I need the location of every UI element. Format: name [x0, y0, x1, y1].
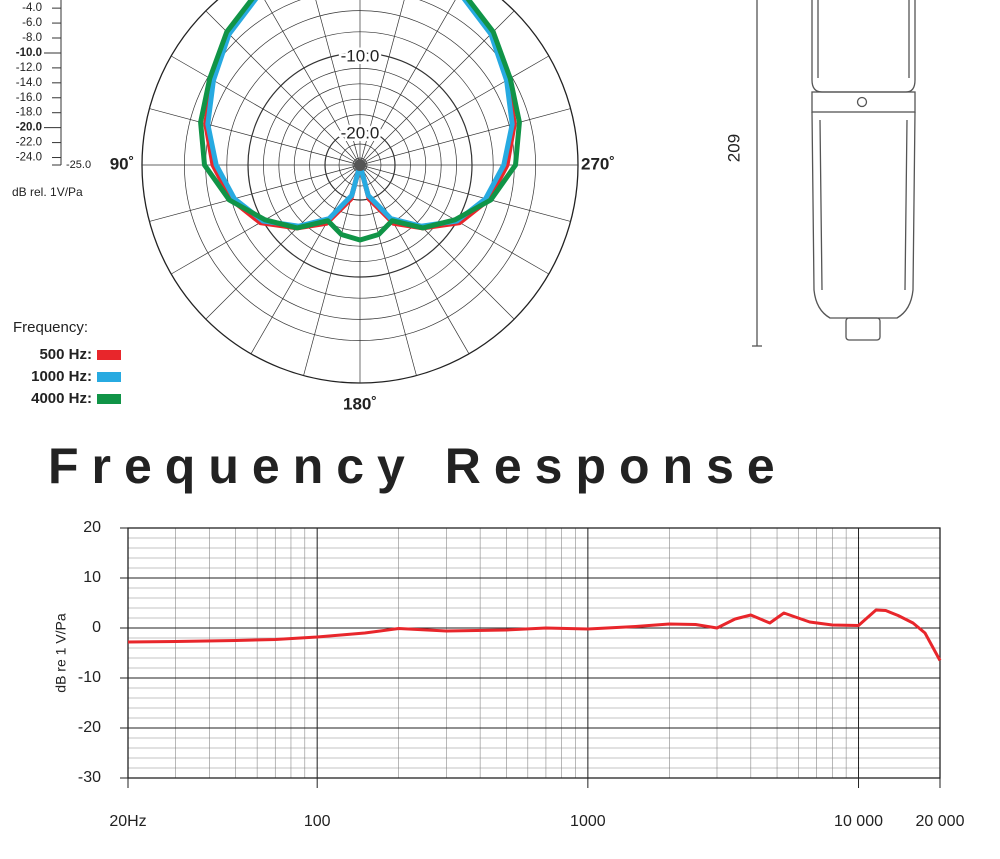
- legend-swatch: [97, 350, 121, 360]
- legend-label: 1000 Hz:: [31, 368, 92, 385]
- legend-label: 4000 Hz:: [31, 390, 92, 407]
- legend-title: Frequency:: [13, 319, 88, 336]
- chart-title: Frequency Response: [48, 438, 788, 494]
- angle-label: 90˚: [110, 154, 135, 173]
- angle-label: 270˚: [581, 154, 615, 173]
- polar-ring: [278, 83, 442, 247]
- mic-body-inner: [819, 119, 908, 291]
- scale-label: -10.0: [16, 47, 42, 59]
- polar-spoke: [359, 10, 515, 166]
- mic-base: [845, 317, 881, 341]
- polar-spoke: [315, 0, 361, 166]
- y-tick-label: -20: [78, 719, 101, 736]
- microphone-drawing: [752, 0, 916, 347]
- dimension-label: 209: [724, 134, 743, 162]
- polar-ring: [263, 68, 457, 262]
- polar-ring: [226, 31, 494, 299]
- polar-spoke: [359, 55, 549, 166]
- x-tick-label: 100: [304, 813, 331, 830]
- scale-label: -22.0: [16, 137, 42, 149]
- polar-spoke: [205, 10, 361, 166]
- polar-ring: [324, 129, 396, 201]
- mic-band: [811, 91, 916, 113]
- polar-ring: [247, 52, 473, 278]
- scale-label: -25.0: [66, 159, 91, 171]
- y-tick-label: 0: [92, 619, 101, 636]
- scale-label: -20.0: [16, 122, 42, 134]
- polar-spoke: [359, 164, 571, 222]
- legend-swatch: [97, 394, 121, 404]
- polar-ring: [309, 114, 411, 216]
- y-tick-label: 20: [83, 519, 101, 536]
- y-tick-label: -30: [78, 769, 101, 786]
- polar-hub: [354, 159, 366, 171]
- legend-swatch: [97, 372, 121, 382]
- plot-frame: [127, 527, 941, 779]
- polar-spoke: [359, 0, 456, 166]
- response-line: [127, 608, 942, 662]
- legend-label: 500 Hz:: [39, 346, 92, 363]
- scale-label: -18.0: [16, 107, 42, 119]
- angle-label: 180˚: [343, 394, 377, 413]
- polar-spoke: [250, 164, 361, 354]
- y-tick-label: -10: [78, 669, 101, 686]
- polar-ring: [184, 0, 536, 341]
- ring-label: -20.0: [341, 123, 380, 142]
- y-axis-label: dB re 1 V/Pa: [53, 613, 69, 693]
- polar-spoke: [149, 164, 361, 222]
- ring-label: -10.0: [341, 46, 380, 65]
- mic-screw: [856, 96, 868, 108]
- scale-label: -6.0: [22, 17, 42, 29]
- polar-spoke: [359, 164, 470, 354]
- polar-spoke: [359, 0, 405, 166]
- polar-spoke: [264, 0, 361, 166]
- r-axis-label: dB rel. 1V/Pa: [12, 185, 83, 199]
- polar-ring: [293, 98, 427, 232]
- scale-label: -12.0: [16, 62, 42, 74]
- polar-spoke: [359, 164, 515, 320]
- polar-spoke: [171, 55, 361, 166]
- scale-label: -16.0: [16, 92, 42, 104]
- polar-ring: [338, 143, 382, 187]
- mic-head-inner: [817, 0, 910, 78]
- x-tick-label: 20 000: [916, 813, 965, 830]
- scale-label: -4.0: [22, 2, 42, 14]
- x-tick-label: 1000: [570, 813, 606, 830]
- scale-label: -24.0: [16, 152, 42, 164]
- polar-spoke: [359, 108, 571, 166]
- y-tick-label: 10: [83, 569, 101, 586]
- scale-label: -14.0: [16, 77, 42, 89]
- polar-spoke: [205, 164, 361, 320]
- scale-label: -8.0: [22, 32, 42, 44]
- x-tick-label: 20Hz: [109, 813, 146, 830]
- x-tick-label: 10 000: [834, 813, 883, 830]
- polar-curve: [198, 0, 522, 243]
- polar-spoke: [149, 108, 361, 166]
